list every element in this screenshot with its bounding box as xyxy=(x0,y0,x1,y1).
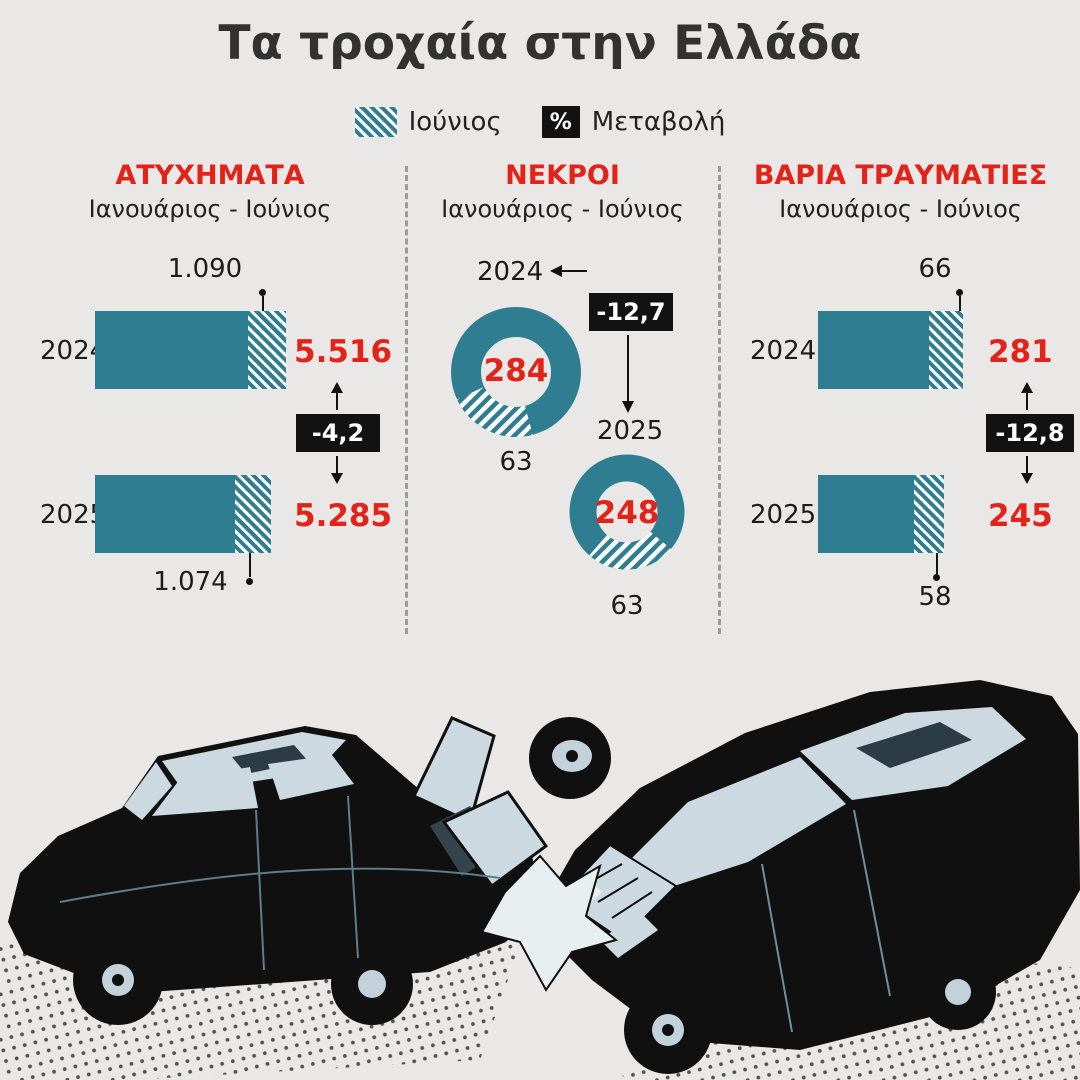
injuries-title: ΒΑΡΙΑ ΤΡΑΥΜΑΤΙΕΣ xyxy=(753,160,1048,191)
arrow-up-icon xyxy=(331,382,343,410)
injuries-2025-june-callout: 58 xyxy=(918,582,952,612)
separator-right xyxy=(718,166,721,634)
injuries-subtitle: Ιανουάριος - Ιούνιος xyxy=(779,195,1022,223)
accidents-change-badge: -4,2 xyxy=(296,414,380,452)
injuries-2025-june-segment xyxy=(914,475,944,553)
injuries-2025-total: 245 xyxy=(988,498,1053,534)
car-crash-illustration xyxy=(0,680,1080,1080)
callout-dot xyxy=(259,289,266,296)
legend: Ιούνιος % Μεταβολή xyxy=(0,106,1080,138)
arrow-down-icon xyxy=(331,456,343,484)
accidents-title: ΑΤΥΧΗΜΑΤΑ xyxy=(115,160,305,191)
deaths-2025-total: 248 xyxy=(594,495,660,531)
callout-dot xyxy=(246,578,253,585)
accidents-2024-june-segment xyxy=(248,311,286,389)
accidents-2024-bar xyxy=(95,311,248,389)
deaths-2024-total: 284 xyxy=(483,353,549,389)
injuries-2024-june-segment xyxy=(929,311,963,389)
deaths-2024-june-callout: 63 xyxy=(499,447,533,477)
deaths-change-badge: -12,7 xyxy=(589,293,673,331)
arrow-left-icon xyxy=(550,265,587,277)
injuries-2024-year-label: 2024 xyxy=(750,336,817,366)
deaths-2025-year-label: 2025 xyxy=(597,416,664,446)
deaths-2024-year-label: 2024 xyxy=(477,257,544,287)
percent-badge-icon: % xyxy=(541,106,580,138)
callout-line xyxy=(959,296,961,312)
june-hatch-swatch-icon xyxy=(354,107,397,137)
accidents-2025-bar xyxy=(95,475,235,553)
accidents-subtitle: Ιανουάριος - Ιούνιος xyxy=(88,195,332,223)
legend-change-label: Μεταβολή xyxy=(591,107,726,137)
callout-line xyxy=(262,296,264,312)
injuries-2024-june-callout: 66 xyxy=(918,254,952,284)
callout-line xyxy=(936,553,938,574)
accidents-2024-total: 5.516 xyxy=(294,334,393,370)
deaths-subtitle: Ιανουάριος - Ιούνιος xyxy=(441,195,684,223)
callout-line xyxy=(249,553,251,577)
arrow-down-icon xyxy=(622,335,634,413)
loose-tire-icon xyxy=(529,717,611,799)
legend-june-label: Ιούνιος xyxy=(408,107,502,137)
right-car xyxy=(545,680,1080,1074)
separator-left xyxy=(405,166,408,634)
deaths-2025-donut xyxy=(569,454,685,570)
injuries-2024-bar xyxy=(818,311,929,389)
accidents-2024-june-callout: 1.090 xyxy=(167,254,243,284)
accidents-2025-total: 5.285 xyxy=(294,498,393,534)
arrow-up-icon xyxy=(1021,382,1033,410)
deaths-2024-donut xyxy=(451,307,581,437)
injuries-2025-bar xyxy=(818,475,914,553)
deaths-title: ΝΕΚΡΟΙ xyxy=(505,160,620,191)
deaths-2025-june-callout: 63 xyxy=(610,591,644,621)
injuries-2024-total: 281 xyxy=(988,334,1053,370)
accidents-2025-june-callout: 1.074 xyxy=(153,567,228,597)
injuries-change-badge: -12,8 xyxy=(986,414,1074,452)
crash-debris xyxy=(480,854,619,992)
callout-dot xyxy=(956,289,963,296)
callout-dot xyxy=(933,574,940,581)
left-car xyxy=(8,716,549,1025)
page-title: Τα τροχαία στην Ελλάδα xyxy=(218,16,862,71)
arrow-down-icon xyxy=(1021,456,1033,484)
injuries-2025-year-label: 2025 xyxy=(750,500,817,530)
accidents-2025-june-segment xyxy=(235,475,271,553)
